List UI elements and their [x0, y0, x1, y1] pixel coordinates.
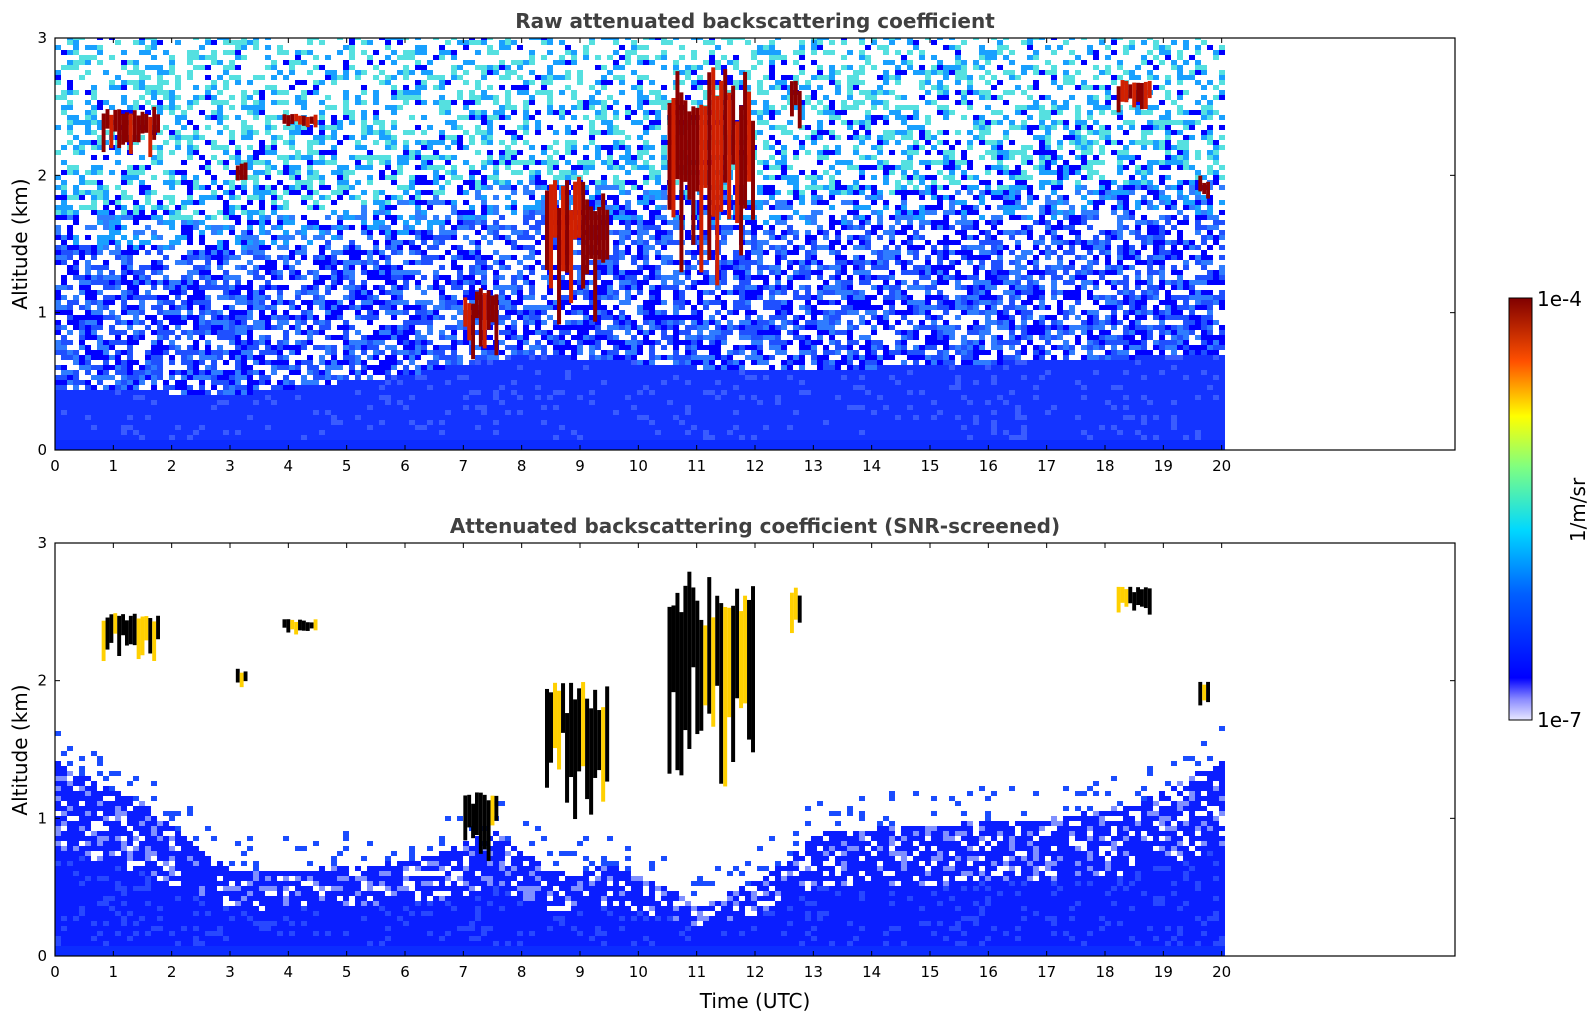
x-tick-label: 8: [517, 963, 527, 981]
x-tick-label: 15: [920, 963, 939, 981]
x-tick-label: 8: [517, 457, 527, 475]
y-axis-label: Altitude (km): [8, 178, 32, 309]
y-tick-label: 1: [37, 304, 47, 322]
x-tick-label: 12: [745, 457, 764, 475]
x-tick-label: 14: [862, 457, 881, 475]
x-tick-label: 1: [109, 963, 119, 981]
x-axis: 0 1 2 3 4 5 6 7 8 9 10 11 12 13 14 15 16 17 18 19 20: [50, 38, 1231, 475]
x-axis: 0 1 2 3 4 5 6 7 8 9 10 11 12 13 14 15 16 17 18 19 20: [50, 543, 1231, 981]
x-tick-label: 19: [1154, 963, 1173, 981]
x-tick-label: 18: [1095, 457, 1114, 475]
panel-screened: Attenuated backscattering coefficient (S…: [8, 514, 1456, 1013]
colorbar-gradient: [1508, 297, 1533, 721]
y-tick-label: 3: [37, 29, 47, 47]
x-tick-label: 1: [109, 457, 119, 475]
y-axis: 0 1 2 3: [37, 534, 1455, 965]
y-tick-label: 0: [37, 947, 47, 965]
heatmap-area: [55, 571, 1225, 956]
x-tick-label: 16: [979, 963, 998, 981]
y-tick-label: 1: [37, 809, 47, 827]
x-tick-label: 0: [50, 963, 60, 981]
chart-title: Raw attenuated backscattering coefficien…: [515, 9, 995, 33]
x-tick-label: 19: [1154, 457, 1173, 475]
y-tick-label: 2: [37, 166, 47, 184]
x-tick-label: 10: [629, 963, 648, 981]
y-tick-label: 0: [37, 441, 47, 459]
heatmap-area: [55, 38, 1225, 450]
x-tick-label: 11: [687, 963, 706, 981]
x-tick-label: 7: [459, 457, 469, 475]
x-tick-label: 4: [284, 963, 294, 981]
colorbar-unit-label: 1/m/sr: [1566, 477, 1590, 542]
x-tick-label: 7: [459, 963, 469, 981]
x-tick-label: 20: [1212, 457, 1231, 475]
x-tick-label: 16: [979, 457, 998, 475]
x-tick-label: 10: [629, 457, 648, 475]
x-tick-label: 6: [400, 457, 410, 475]
y-tick-label: 2: [37, 672, 47, 690]
x-tick-label: 12: [745, 963, 764, 981]
colorbar: 1e-4 1e-7 1/m/sr: [1508, 287, 1590, 732]
y-axis-label: Altitude (km): [8, 684, 32, 815]
x-tick-label: 17: [1037, 963, 1056, 981]
x-axis-label: Time (UTC): [699, 989, 811, 1013]
chart-title: Attenuated backscattering coefficient (S…: [450, 514, 1060, 538]
x-tick-label: 3: [225, 457, 235, 475]
x-tick-label: 9: [575, 457, 585, 475]
x-tick-label: 14: [862, 963, 881, 981]
x-tick-label: 6: [400, 963, 410, 981]
x-tick-label: 9: [575, 963, 585, 981]
y-tick-label: 3: [37, 534, 47, 552]
x-tick-label: 2: [167, 457, 177, 475]
x-tick-label: 18: [1095, 963, 1114, 981]
x-tick-label: 20: [1212, 963, 1231, 981]
x-tick-label: 4: [284, 457, 294, 475]
x-tick-label: 15: [920, 457, 939, 475]
x-tick-label: 11: [687, 457, 706, 475]
x-tick-label: 2: [167, 963, 177, 981]
x-tick-label: 17: [1037, 457, 1056, 475]
x-tick-label: 3: [225, 963, 235, 981]
x-tick-label: 5: [342, 457, 352, 475]
x-tick-label: 5: [342, 963, 352, 981]
x-tick-label: 0: [50, 457, 60, 475]
colorbar-min-label: 1e-7: [1537, 708, 1582, 732]
colorbar-max-label: 1e-4: [1537, 287, 1582, 311]
panel-raw: Raw attenuated backscattering coefficien…: [8, 9, 1456, 475]
x-tick-label: 13: [804, 457, 823, 475]
y-axis: 0 1 2 3: [37, 29, 1455, 459]
x-tick-label: 13: [804, 963, 823, 981]
